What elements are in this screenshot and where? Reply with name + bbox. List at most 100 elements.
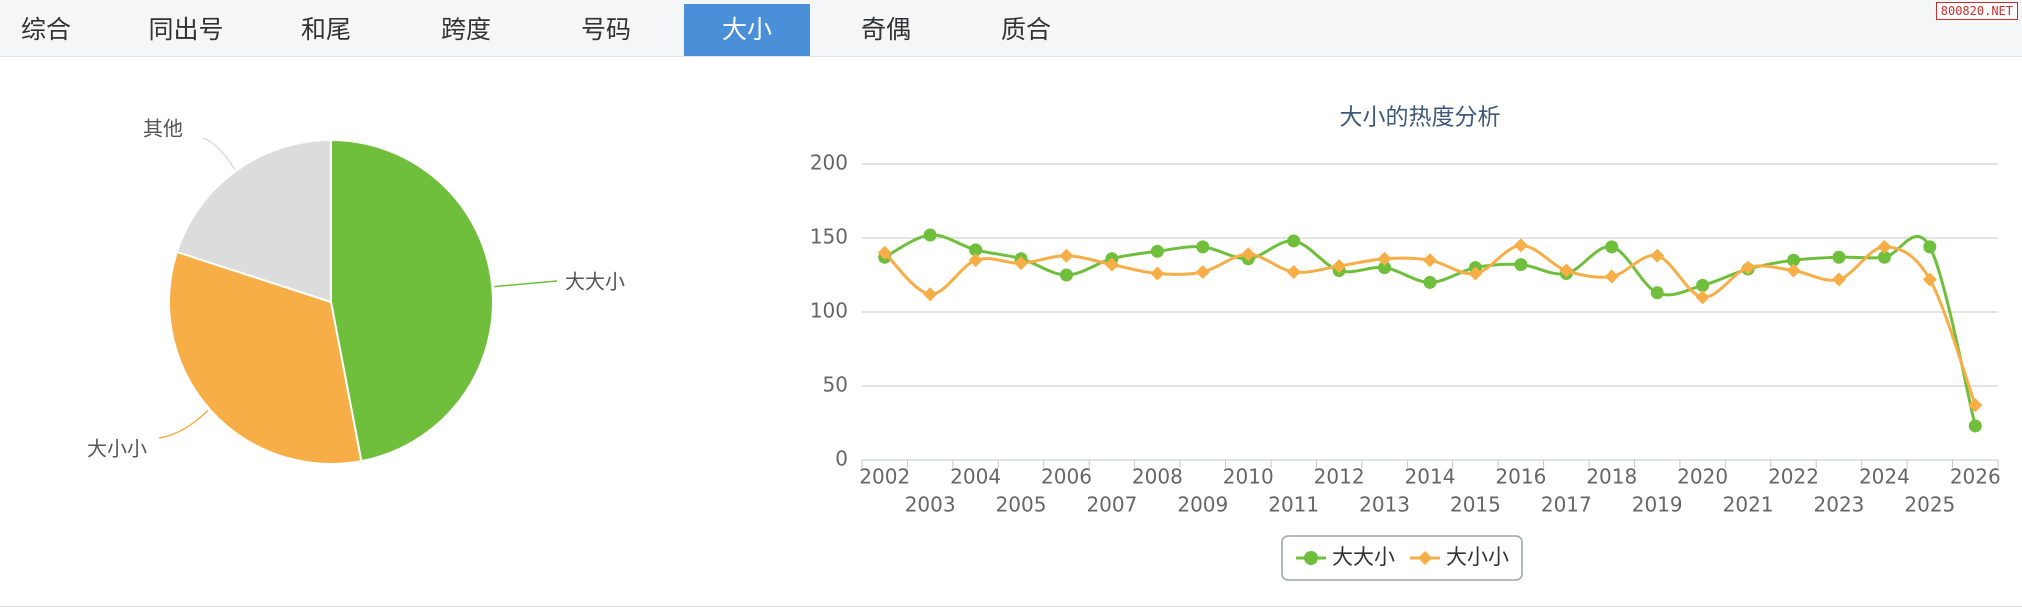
data-point [1195, 265, 1210, 280]
tab-bar: 综合 同出号 和尾 跨度 号码 大小 奇偶 质合 800820.NET [0, 0, 2022, 57]
tab-tongchuhao[interactable]: 同出号 [148, 15, 224, 44]
legend-box [1281, 535, 1523, 581]
tab-kuadu[interactable]: 跨度 [440, 15, 491, 44]
x-tick-label: 2002 [859, 465, 910, 489]
x-tick-label: 2009 [1177, 493, 1228, 517]
x-tick-label: 2006 [1041, 465, 1092, 489]
data-point [1241, 247, 1256, 262]
x-tick-label: 2005 [996, 493, 1047, 517]
data-point [1378, 261, 1392, 275]
legend-label: 大大小 [1332, 545, 1395, 569]
data-point [1877, 239, 1892, 254]
x-tick-label: 2023 [1814, 493, 1865, 517]
data-point [1150, 266, 1165, 281]
data-point [1196, 240, 1210, 254]
pie-slice [168, 250, 363, 465]
data-point [1968, 419, 1982, 433]
x-tick-label: 2016 [1495, 465, 1546, 489]
data-point [1787, 253, 1801, 267]
tab-jiou[interactable]: 奇偶 [860, 15, 911, 44]
tab-daxiao[interactable]: 大小 [684, 4, 810, 56]
x-tick-label: 2014 [1405, 465, 1456, 489]
x-tick-label: 2019 [1632, 493, 1683, 517]
pie-label: 大大小 [565, 270, 625, 294]
tab-zonghe[interactable]: 综合 [20, 15, 71, 44]
y-tick-label: 150 [810, 225, 848, 249]
x-tick-label: 2003 [905, 493, 956, 517]
data-point [1650, 286, 1664, 300]
data-point [1514, 258, 1528, 272]
y-tick-label: 0 [835, 447, 848, 471]
y-tick-label: 200 [810, 151, 848, 175]
data-point [1513, 238, 1528, 253]
pie-label: 大小小 [87, 437, 147, 461]
data-point [1650, 248, 1665, 263]
data-point [1377, 251, 1392, 266]
data-point [1786, 263, 1801, 278]
data-point [1922, 272, 1937, 287]
data-point [1604, 269, 1619, 284]
x-tick-label: 2008 [1132, 465, 1183, 489]
data-point [968, 253, 983, 268]
data-point [1923, 240, 1937, 254]
data-point [923, 228, 937, 242]
chart-title: 大小的热度分析 [1340, 105, 1501, 131]
data-point [1559, 263, 1574, 278]
x-tick-label: 2015 [1450, 493, 1501, 517]
data-point [1468, 266, 1483, 281]
legend-marker [1418, 551, 1432, 565]
pie-connector [158, 409, 209, 439]
watermark-logo: 800820.NET [1935, 2, 2018, 20]
data-point [1695, 290, 1710, 305]
x-tick-label: 2007 [1086, 493, 1137, 517]
pie-connector [202, 137, 236, 170]
x-tick-label: 2010 [1223, 465, 1274, 489]
tab-hewei[interactable]: 和尾 [300, 15, 351, 44]
data-point [1832, 250, 1846, 264]
y-tick-label: 100 [810, 299, 848, 323]
data-point [1059, 268, 1073, 282]
x-tick-label: 2020 [1677, 465, 1728, 489]
x-tick-label: 2024 [1859, 465, 1910, 489]
x-tick-label: 2022 [1768, 465, 1819, 489]
data-point [1332, 259, 1347, 274]
x-tick-label: 2026 [1950, 465, 2001, 489]
x-tick-label: 2018 [1586, 465, 1637, 489]
data-point [1423, 253, 1437, 268]
x-tick-label: 2021 [1723, 493, 1774, 517]
legend-marker [1304, 551, 1318, 565]
x-tick-label: 2025 [1904, 493, 1955, 517]
pie-slice [175, 138, 332, 304]
data-point [1831, 272, 1846, 287]
bottom-divider [0, 606, 2022, 607]
x-tick-label: 2013 [1359, 493, 1410, 517]
pie-label: 其他 [143, 117, 183, 141]
data-point [1287, 234, 1301, 248]
pie-connector [494, 280, 558, 288]
data-point [1286, 265, 1301, 280]
tab-haoma[interactable]: 号码 [580, 15, 631, 44]
data-point [969, 243, 983, 257]
data-point [1014, 256, 1029, 271]
data-point [1696, 278, 1710, 292]
data-point [1741, 260, 1756, 275]
pie-slice [330, 138, 494, 463]
data-point [1104, 257, 1119, 272]
data-point [1877, 250, 1891, 264]
x-tick-label: 2004 [950, 465, 1001, 489]
y-tick-label: 50 [823, 373, 848, 397]
data-point [877, 245, 892, 260]
data-point [923, 287, 938, 302]
data-point [1605, 240, 1619, 254]
data-point [1059, 248, 1074, 263]
tab-zhihe[interactable]: 质合 [1000, 15, 1051, 44]
legend-label: 大小小 [1446, 545, 1509, 569]
data-point [1150, 244, 1164, 258]
data-point [1968, 398, 1983, 413]
x-tick-label: 2011 [1268, 493, 1319, 517]
x-tick-label: 2017 [1541, 493, 1592, 517]
data-point [1423, 275, 1437, 289]
x-tick-label: 2012 [1314, 465, 1365, 489]
